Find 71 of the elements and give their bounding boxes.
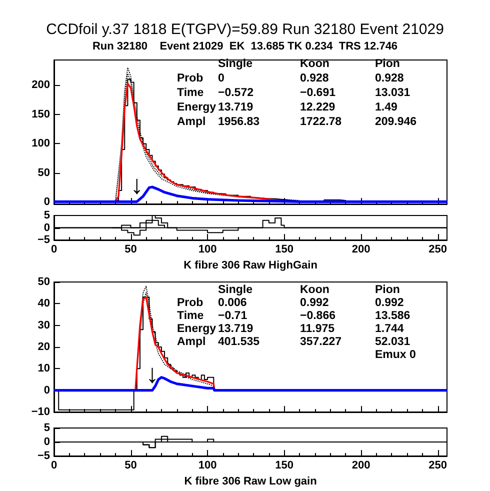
x-tick-label: 250 bbox=[428, 460, 447, 472]
annotation: 0 bbox=[218, 72, 224, 84]
y-tick-label: 20 bbox=[38, 341, 50, 353]
annotation: ↓ bbox=[146, 358, 159, 388]
x-tick-label: 100 bbox=[198, 244, 217, 256]
y-tick-label: 0 bbox=[44, 222, 50, 234]
annotation: Koon bbox=[300, 284, 330, 296]
x-tick-label: 150 bbox=[275, 460, 294, 472]
annotation: 1956.83 bbox=[218, 116, 260, 128]
annotation: 11.975 bbox=[300, 323, 336, 335]
annotation: Ampl bbox=[177, 116, 206, 128]
annotation: Single bbox=[218, 284, 253, 296]
annotation: Energy bbox=[177, 102, 217, 114]
x-tick-label: 150 bbox=[275, 244, 294, 256]
annotation: −0.691 bbox=[300, 87, 336, 99]
x-tick-label: 250 bbox=[428, 244, 447, 256]
x-tick-label: 200 bbox=[352, 244, 370, 256]
y-tick-label: 0 bbox=[44, 436, 50, 448]
annotation: Time bbox=[177, 87, 204, 99]
annotation: 209.946 bbox=[375, 116, 417, 128]
annotation: 1722.78 bbox=[300, 116, 342, 128]
y-tick-label: 5 bbox=[44, 210, 50, 222]
y-tick-label: 100 bbox=[32, 138, 50, 150]
annotation: 357.227 bbox=[300, 336, 342, 348]
annotation: Time bbox=[177, 310, 204, 322]
y-tick-label: −10 bbox=[31, 406, 50, 418]
annotation: −0.71 bbox=[218, 310, 248, 322]
annotation: Prob bbox=[177, 297, 204, 309]
annotation: Emux 0 bbox=[375, 349, 416, 361]
annotation: Pion bbox=[375, 284, 400, 296]
chart-subtitle: Run 32180 Event 21029 EK 13.685 TK 0.234 TRS 12.746 bbox=[92, 40, 398, 52]
annotation: 13.719 bbox=[218, 323, 254, 335]
y-tick-label: 30 bbox=[38, 319, 50, 332]
x-tick-label: 50 bbox=[124, 460, 137, 472]
y-tick-label: 10 bbox=[38, 362, 50, 375]
y-tick-label: 0 bbox=[44, 384, 50, 396]
y-tick-label: 5 bbox=[44, 422, 50, 434]
y-tick-label: 40 bbox=[38, 298, 50, 310]
annotation: −0.572 bbox=[218, 87, 254, 99]
y-tick-label: 50 bbox=[38, 276, 50, 288]
x-tick-label: 50 bbox=[124, 244, 137, 256]
annotation: 13.031 bbox=[375, 87, 411, 99]
y-tick-label: 50 bbox=[38, 166, 50, 179]
y-tick-label: 200 bbox=[32, 79, 50, 92]
chart-title: CCDfoil y.37 1818 E(TGPV)=59.89 Run 32180 Event 21029 bbox=[46, 21, 444, 38]
annotation: 13.586 bbox=[375, 310, 410, 322]
annotation: 0.928 bbox=[375, 72, 404, 84]
annotation: 13.719 bbox=[218, 102, 254, 114]
annotation: Prob bbox=[177, 72, 204, 84]
annotation: 401.535 bbox=[218, 336, 260, 348]
x-tick-label: 200 bbox=[352, 460, 370, 472]
annotation: 52.031 bbox=[375, 336, 411, 348]
annotation: 0.928 bbox=[300, 72, 330, 84]
annotation: 1.49 bbox=[375, 102, 398, 114]
annotation: Energy bbox=[177, 323, 217, 335]
annotation: Koon bbox=[300, 58, 330, 70]
y-tick-label: 0 bbox=[44, 196, 50, 208]
annotation: 0.992 bbox=[375, 297, 404, 309]
annotation: 1.744 bbox=[375, 323, 404, 335]
y-tick-label: 150 bbox=[32, 108, 50, 120]
x-axis-title: K fibre 306 Raw HighGain bbox=[184, 260, 318, 272]
y-tick-label: −5 bbox=[37, 450, 50, 462]
annotation: 12.229 bbox=[300, 102, 336, 114]
x-tick-label: 100 bbox=[198, 460, 217, 472]
annotation: 0.006 bbox=[218, 297, 247, 309]
x-axis-title: K fibre 306 Raw Low gain bbox=[184, 476, 318, 488]
annotation: −0.866 bbox=[300, 310, 336, 322]
annotation: Ampl bbox=[177, 336, 206, 348]
y-tick-label: −5 bbox=[37, 234, 50, 246]
annotation: ↓ bbox=[130, 170, 144, 200]
annotation: 0.992 bbox=[300, 297, 329, 309]
